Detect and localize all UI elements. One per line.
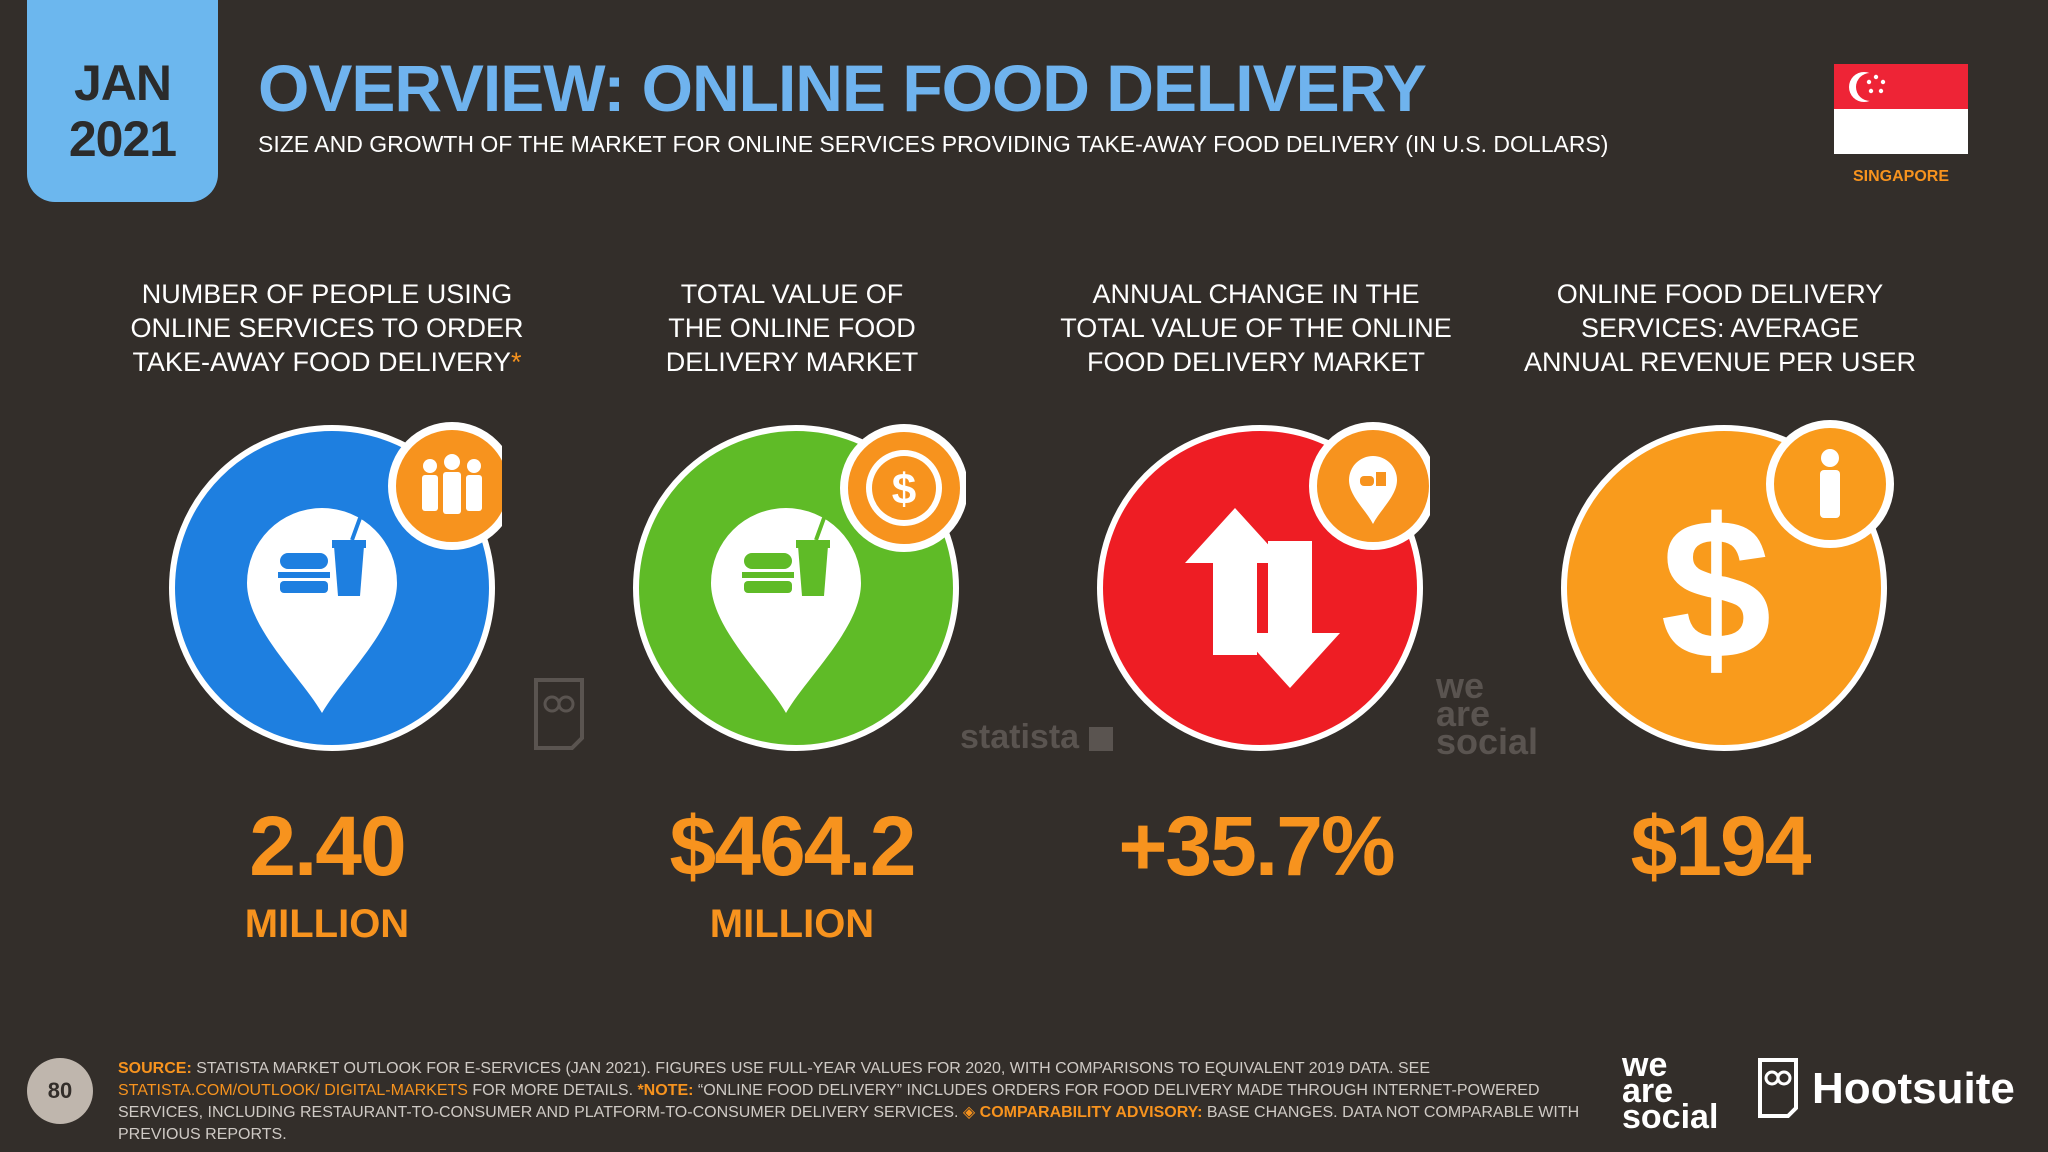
stat-1-label-line-2: ONLINE SERVICES TO ORDER xyxy=(130,313,524,343)
person-icon xyxy=(1766,420,1894,548)
footnote-star: * xyxy=(511,347,522,377)
statista-logo-icon xyxy=(1088,727,1113,752)
stat-3-label-line-1: ANNUAL CHANGE IN THE xyxy=(1092,279,1420,309)
stat-1-label-line-3: TAKE-AWAY FOOD DELIVERY* xyxy=(132,347,522,377)
stat-4-label-line-2: SERVICES: AVERAGE xyxy=(1580,313,1860,343)
food-location-pin-icon xyxy=(711,508,861,713)
food-pin-icon xyxy=(1309,422,1430,550)
footer-source: SOURCE: STATISTA MARKET OUTLOOK FOR E-SE… xyxy=(118,1060,1580,1143)
stat-2-value: $464.2 xyxy=(669,799,917,893)
food-location-pin-icon xyxy=(247,508,397,713)
hootsuite-owl-icon xyxy=(1758,1058,1798,1118)
stat-2-label-line-2: THE ONLINE FOOD xyxy=(668,313,916,343)
svg-text:$: $ xyxy=(892,465,916,514)
date-year: 2021 xyxy=(68,111,177,167)
stat-2-label-line-3: DELIVERY MARKET xyxy=(665,347,919,377)
we-are-social-logo: we are social xyxy=(1622,1046,1719,1136)
stat-3-label: ANNUAL CHANGE IN THE TOTAL VALUE OF THE … xyxy=(1036,277,1476,379)
stat-4-label-line-1: ONLINE FOOD DELIVERY xyxy=(1556,279,1884,309)
stat-4-label-line-3: ANNUAL REVENUE PER USER xyxy=(1523,347,1917,377)
singapore-flag-icon xyxy=(1834,64,1968,154)
stat-3-label-line-3: FOOD DELIVERY MARKET xyxy=(1086,347,1426,377)
people-icon xyxy=(388,422,502,550)
page-subtitle: SIZE AND GROWTH OF THE MARKET FOR ONLINE… xyxy=(258,131,1609,157)
up-down-arrows-icon xyxy=(1185,508,1340,688)
stat-1-unit: MILLION xyxy=(244,902,410,946)
hootsuite-watermark-icon xyxy=(534,678,584,750)
stat-4-value: $194 xyxy=(1630,799,1812,893)
stat-4-label: ONLINE FOOD DELIVERY SERVICES: AVERAGE A… xyxy=(1500,277,1940,379)
dollar-icon: $ xyxy=(1660,478,1771,701)
stat-3-label-line-2: TOTAL VALUE OF THE ONLINE xyxy=(1060,313,1452,343)
statista-watermark: statista xyxy=(960,718,1113,757)
stat-1-label-line-1: NUMBER OF PEOPLE USING xyxy=(141,279,513,309)
date-month: JAN xyxy=(73,55,172,111)
date-tab: JAN 2021 xyxy=(27,0,218,202)
stat-3-value: +35.7% xyxy=(1118,799,1395,893)
stat-2-unit: MILLION xyxy=(709,902,875,946)
wearesocial-watermark: we are social xyxy=(1436,665,1539,762)
stat-4-circle: $ xyxy=(1561,420,1894,751)
page-number: 80 xyxy=(27,1058,93,1124)
source-link[interactable]: STATISTA.COM/OUTLOOK/ DIGITAL-MARKETS xyxy=(118,1082,468,1099)
stat-2-label: TOTAL VALUE OF THE ONLINE FOOD DELIVERY … xyxy=(572,277,1012,379)
stat-1-value: 2.40 xyxy=(249,799,407,893)
hootsuite-logo: Hootsuite xyxy=(1812,1064,2015,1113)
stat-3-circle xyxy=(1097,422,1430,751)
country-label: SINGAPORE xyxy=(1852,168,1949,185)
stat-2-circle: $ xyxy=(633,424,966,751)
stat-1-circle xyxy=(169,422,502,751)
dollar-seal-icon: $ xyxy=(840,424,966,552)
stat-2-label-line-1: TOTAL VALUE OF xyxy=(680,279,904,309)
page-title: OVERVIEW: ONLINE FOOD DELIVERY xyxy=(258,51,1427,125)
stat-1-label: NUMBER OF PEOPLE USING ONLINE SERVICES T… xyxy=(107,277,547,379)
